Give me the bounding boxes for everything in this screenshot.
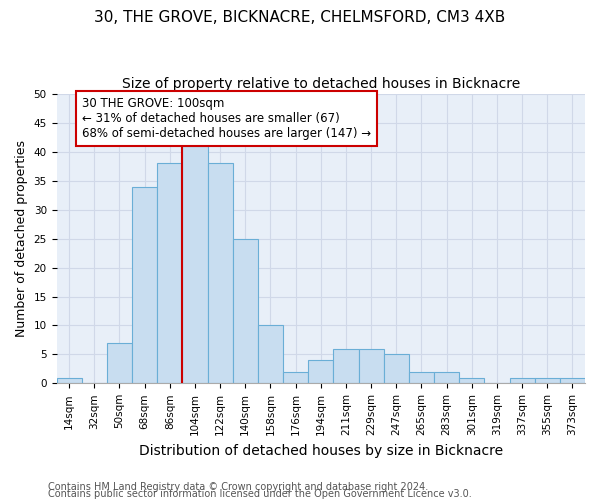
Text: 30, THE GROVE, BICKNACRE, CHELMSFORD, CM3 4XB: 30, THE GROVE, BICKNACRE, CHELMSFORD, CM… <box>94 10 506 25</box>
Title: Size of property relative to detached houses in Bicknacre: Size of property relative to detached ho… <box>122 78 520 92</box>
Text: Contains HM Land Registry data © Crown copyright and database right 2024.: Contains HM Land Registry data © Crown c… <box>48 482 428 492</box>
Bar <box>107 343 132 384</box>
Bar <box>308 360 334 384</box>
Bar <box>56 378 82 384</box>
Bar <box>459 378 484 384</box>
Bar <box>233 238 258 384</box>
Bar <box>409 372 434 384</box>
Text: Contains public sector information licensed under the Open Government Licence v3: Contains public sector information licen… <box>48 489 472 499</box>
Bar <box>535 378 560 384</box>
Bar <box>132 186 157 384</box>
Bar <box>509 378 535 384</box>
Bar <box>434 372 459 384</box>
Bar <box>157 164 182 384</box>
Text: 30 THE GROVE: 100sqm
← 31% of detached houses are smaller (67)
68% of semi-detac: 30 THE GROVE: 100sqm ← 31% of detached h… <box>82 97 371 140</box>
X-axis label: Distribution of detached houses by size in Bicknacre: Distribution of detached houses by size … <box>139 444 503 458</box>
Bar <box>283 372 308 384</box>
Bar <box>359 348 383 384</box>
Bar <box>258 326 283 384</box>
Bar <box>560 378 585 384</box>
Y-axis label: Number of detached properties: Number of detached properties <box>15 140 28 337</box>
Bar <box>208 164 233 384</box>
Bar <box>182 146 208 384</box>
Bar <box>383 354 409 384</box>
Bar <box>334 348 359 384</box>
